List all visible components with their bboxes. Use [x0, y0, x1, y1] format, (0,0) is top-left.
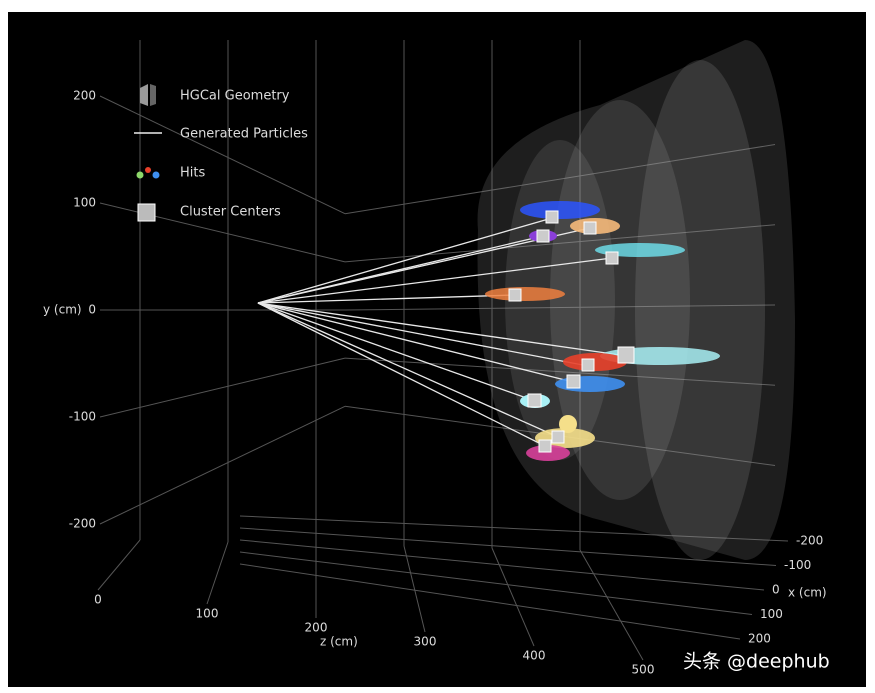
- y-axis-title: y (cm): [43, 303, 82, 317]
- z-tick-label: 200: [305, 621, 328, 635]
- legend-icon: [137, 203, 156, 222]
- grid-line: [99, 95, 346, 215]
- cluster-centers: [508, 210, 635, 453]
- x-tick-label: 200: [748, 632, 771, 646]
- x-axis-title: x (cm): [788, 586, 827, 600]
- grid-line: [239, 551, 753, 615]
- z-tick-label: 0: [94, 593, 102, 607]
- y-tick-label: -200: [69, 517, 96, 531]
- x-tick-label: 0: [772, 583, 780, 597]
- legend-icon: [140, 84, 148, 106]
- z-tick-label: 500: [632, 663, 655, 677]
- grid-line: [239, 527, 777, 566]
- grid-line: [239, 515, 789, 542]
- x-tick-label: -100: [784, 558, 811, 572]
- legend-label: Cluster Centers: [180, 205, 281, 220]
- generated-particles: [257, 217, 628, 447]
- legend-icon: [150, 84, 156, 106]
- plot-background: [8, 12, 866, 687]
- grid-line: [344, 224, 776, 263]
- z-tick-label: 100: [196, 607, 219, 621]
- grid-line: [99, 357, 346, 418]
- grid-line: [239, 563, 741, 640]
- grid-line: [206, 541, 229, 605]
- watermark: 头条 @deephub: [683, 651, 830, 673]
- y-tick-label: 0: [88, 303, 96, 317]
- grid-line: [403, 545, 426, 633]
- grid-line: [239, 539, 765, 591]
- z-axis-title: z (cm): [320, 635, 358, 649]
- x-tick-label: 100: [760, 607, 783, 621]
- grid-line: [344, 144, 776, 215]
- legend-icon: [145, 167, 151, 173]
- z-tick-label: 400: [523, 649, 546, 663]
- legend-label: HGCal Geometry: [180, 89, 290, 104]
- y-tick-label: 200: [73, 89, 96, 103]
- grid-line: [344, 304, 776, 311]
- grid-line: [579, 549, 644, 661]
- z-tick-label: 300: [414, 635, 437, 649]
- grid-line: [97, 539, 141, 591]
- y-tick-label: -100: [69, 410, 96, 424]
- legend-label: Hits: [180, 166, 205, 181]
- y-tick-label: 100: [73, 196, 96, 210]
- grid-line: [344, 357, 776, 386]
- legend: HGCal Geometry Generated Particles Hits …: [134, 84, 308, 222]
- legend-label: Generated Particles: [180, 127, 308, 142]
- grid-line: [99, 405, 346, 525]
- legend-icon: [152, 171, 160, 179]
- legend-icon: [136, 171, 144, 179]
- x-tick-label: -200: [796, 534, 823, 548]
